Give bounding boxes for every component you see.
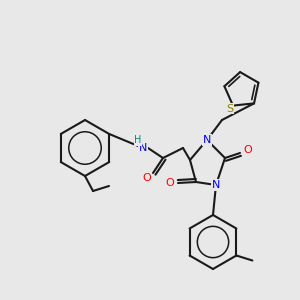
- Text: S: S: [226, 103, 234, 114]
- Text: O: O: [244, 145, 252, 155]
- Text: N: N: [203, 135, 211, 145]
- Text: N: N: [139, 143, 147, 153]
- Text: H: H: [134, 135, 142, 145]
- Text: O: O: [166, 178, 174, 188]
- Text: N: N: [212, 180, 220, 190]
- Text: O: O: [142, 173, 152, 183]
